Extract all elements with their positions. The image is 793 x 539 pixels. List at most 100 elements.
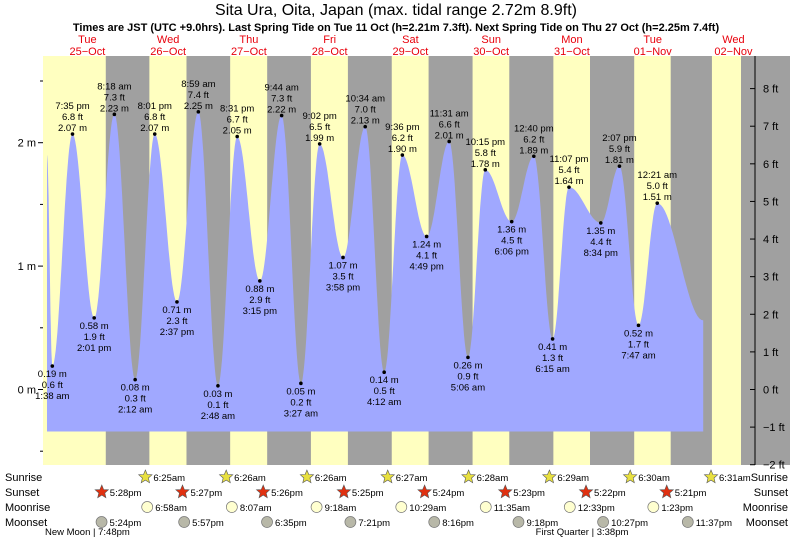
moonset-marker xyxy=(681,516,694,528)
tide-extreme-ft: 1.9 ft xyxy=(84,332,105,343)
tide-extreme-ft: 4.5 ft xyxy=(501,236,522,247)
moonset-time: 5:24pm xyxy=(110,518,142,529)
moonrise-time: 6:58am xyxy=(155,503,187,514)
sunset-label-right: Sunset xyxy=(754,487,788,499)
sunrise-event: 6:27am xyxy=(380,469,428,484)
sunset-marker xyxy=(578,484,594,499)
tide-extreme-dot xyxy=(532,154,536,159)
moonset-time: 6:35pm xyxy=(275,518,307,529)
day-date-label: 25−Oct xyxy=(69,46,105,58)
tide-extreme-ft: 4.4 ft xyxy=(590,237,611,248)
tide-extreme-high: 11:31 am6.6 ft2.01 m xyxy=(430,108,469,144)
tide-extreme-ft: 0.6 ft xyxy=(42,380,63,391)
tide-extreme-time: 4:12 am xyxy=(367,397,401,408)
sunrise-time: 6:25am xyxy=(153,473,185,484)
tide-extreme-dot xyxy=(258,279,262,283)
right-margin-band xyxy=(741,56,790,465)
moonrise-event: 8:07am xyxy=(225,501,272,514)
sunset-time: 5:25pm xyxy=(352,488,384,499)
tide-extreme-high: 2:07 pm5.9 ft1.81 m xyxy=(602,133,637,168)
sunset-event: 5:27pm xyxy=(175,484,222,499)
sunrise-event: 6:29am xyxy=(541,469,589,484)
moonset-event: 11:37pm xyxy=(681,516,732,529)
tide-extreme-dot xyxy=(112,112,117,117)
tide-extreme-m: 1.35 m xyxy=(586,226,615,237)
tide-extreme-low: 0.41 m1.3 ft6:15 am xyxy=(535,337,570,375)
tide-extreme-ft: 5.0 ft xyxy=(647,181,668,192)
sunset-event: 5:25pm xyxy=(336,484,384,499)
day-date-label: 01−Nov xyxy=(634,46,673,58)
tide-extreme-m: 2.13 m xyxy=(351,116,380,127)
tide-extreme-ft: 6.8 ft xyxy=(62,112,83,123)
tide-extreme-high: 12:40 pm6.2 ft1.89 m xyxy=(514,123,554,159)
day-weekday-label: Sun xyxy=(481,34,501,46)
tide-extreme-ft: 6.8 ft xyxy=(144,112,165,123)
sunset-marker xyxy=(497,484,513,499)
sunrise-marker xyxy=(380,469,396,484)
sunrise-time: 6:26am xyxy=(315,473,347,484)
tide-extreme-dot xyxy=(447,139,451,144)
moonrise-marker xyxy=(479,501,492,513)
moonrise-event: 10:29am xyxy=(395,501,446,514)
tide-extreme-m: 2.22 m xyxy=(267,105,296,116)
tide-extreme-low: 1.07 m3.5 ft3:58 pm xyxy=(326,255,360,293)
moonrise-marker xyxy=(395,501,408,513)
tide-extreme-ft: 3.5 ft xyxy=(332,271,353,282)
tide-extreme-m: 1.78 m xyxy=(471,159,500,170)
tide-extreme-dot xyxy=(299,381,303,386)
moonset-marker xyxy=(512,516,525,528)
tide-extreme-dot xyxy=(279,113,284,118)
tide-extreme-time: 8:59 am xyxy=(181,79,215,90)
sunrise-marker xyxy=(541,469,557,484)
tide-extreme-time: 7:47 am xyxy=(621,350,655,361)
tide-extreme-time: 3:27 am xyxy=(284,408,318,419)
day-date-label: 28−Oct xyxy=(312,46,348,58)
tide-extreme-time: 1:38 am xyxy=(35,391,69,402)
right-tick-label: 0 ft xyxy=(763,385,778,397)
tide-extreme-dot xyxy=(400,153,405,157)
moonset-label-left: Moonset xyxy=(5,517,47,529)
moonrise-event: 12:33pm xyxy=(563,501,615,514)
sunset-event: 5:22pm xyxy=(578,484,626,499)
tide-extreme-ft: 0.5 ft xyxy=(374,386,395,397)
sunrise-time: 6:26am xyxy=(234,473,266,484)
tide-extreme-time: 2:12 am xyxy=(118,405,152,416)
tide-extreme-dot xyxy=(70,132,75,136)
right-tick-label: 3 ft xyxy=(763,272,778,284)
tide-extreme-ft: 1.3 ft xyxy=(542,353,563,364)
moonset-event: 9:18pm xyxy=(512,516,558,529)
tide-extreme-dot xyxy=(92,316,96,320)
tide-extreme-time: 3:58 pm xyxy=(326,282,360,293)
sunrise-event: 6:25am xyxy=(137,469,185,484)
tide-extreme-m: 0.14 m xyxy=(370,375,399,386)
moonset-time: 5:57pm xyxy=(192,518,224,529)
tide-extreme-m: 2.23 m xyxy=(100,103,129,114)
tide-extreme-dot xyxy=(175,300,179,304)
sunrise-marker xyxy=(622,469,638,484)
moonset-event: 6:35pm xyxy=(261,516,307,529)
sunset-time: 5:28pm xyxy=(110,488,142,499)
tide-extreme-time: 9:36 pm xyxy=(385,122,419,133)
tide-extreme-dot xyxy=(550,337,555,341)
sun-moon-rows: Sunrise Sunset Moonrise Moonset Sunrise … xyxy=(5,469,788,538)
tide-extreme-dot xyxy=(636,323,641,328)
moonset-event: 10:27pm xyxy=(597,516,648,529)
moonset-marker xyxy=(597,516,609,528)
moonrise-label-left: Moonrise xyxy=(5,502,50,514)
tide-extreme-time: 6:15 am xyxy=(535,364,569,375)
tide-extreme-time: 8:31 pm xyxy=(220,104,254,115)
tide-extreme-m: 0.19 m xyxy=(38,369,67,380)
tide-extreme-ft: 2.3 ft xyxy=(166,316,187,327)
sunset-marker xyxy=(336,484,352,499)
tide-extreme-time: 8:34 pm xyxy=(584,248,618,259)
moonset-event: 5:24pm xyxy=(95,516,142,529)
right-tick-label: 2 ft xyxy=(763,309,778,321)
tide-extreme-dot xyxy=(466,355,470,360)
sunset-time: 5:27pm xyxy=(190,488,222,499)
tide-extreme-dot xyxy=(655,201,660,205)
right-tick-label: 5 ft xyxy=(763,196,778,208)
tide-extreme-ft: 6.2 ft xyxy=(523,134,544,145)
sunrise-time: 6:30am xyxy=(638,473,670,484)
tide-extreme-high: 10:15 pm5.8 ft1.78 m xyxy=(465,137,505,172)
tide-extreme-time: 7:35 pm xyxy=(55,101,89,112)
